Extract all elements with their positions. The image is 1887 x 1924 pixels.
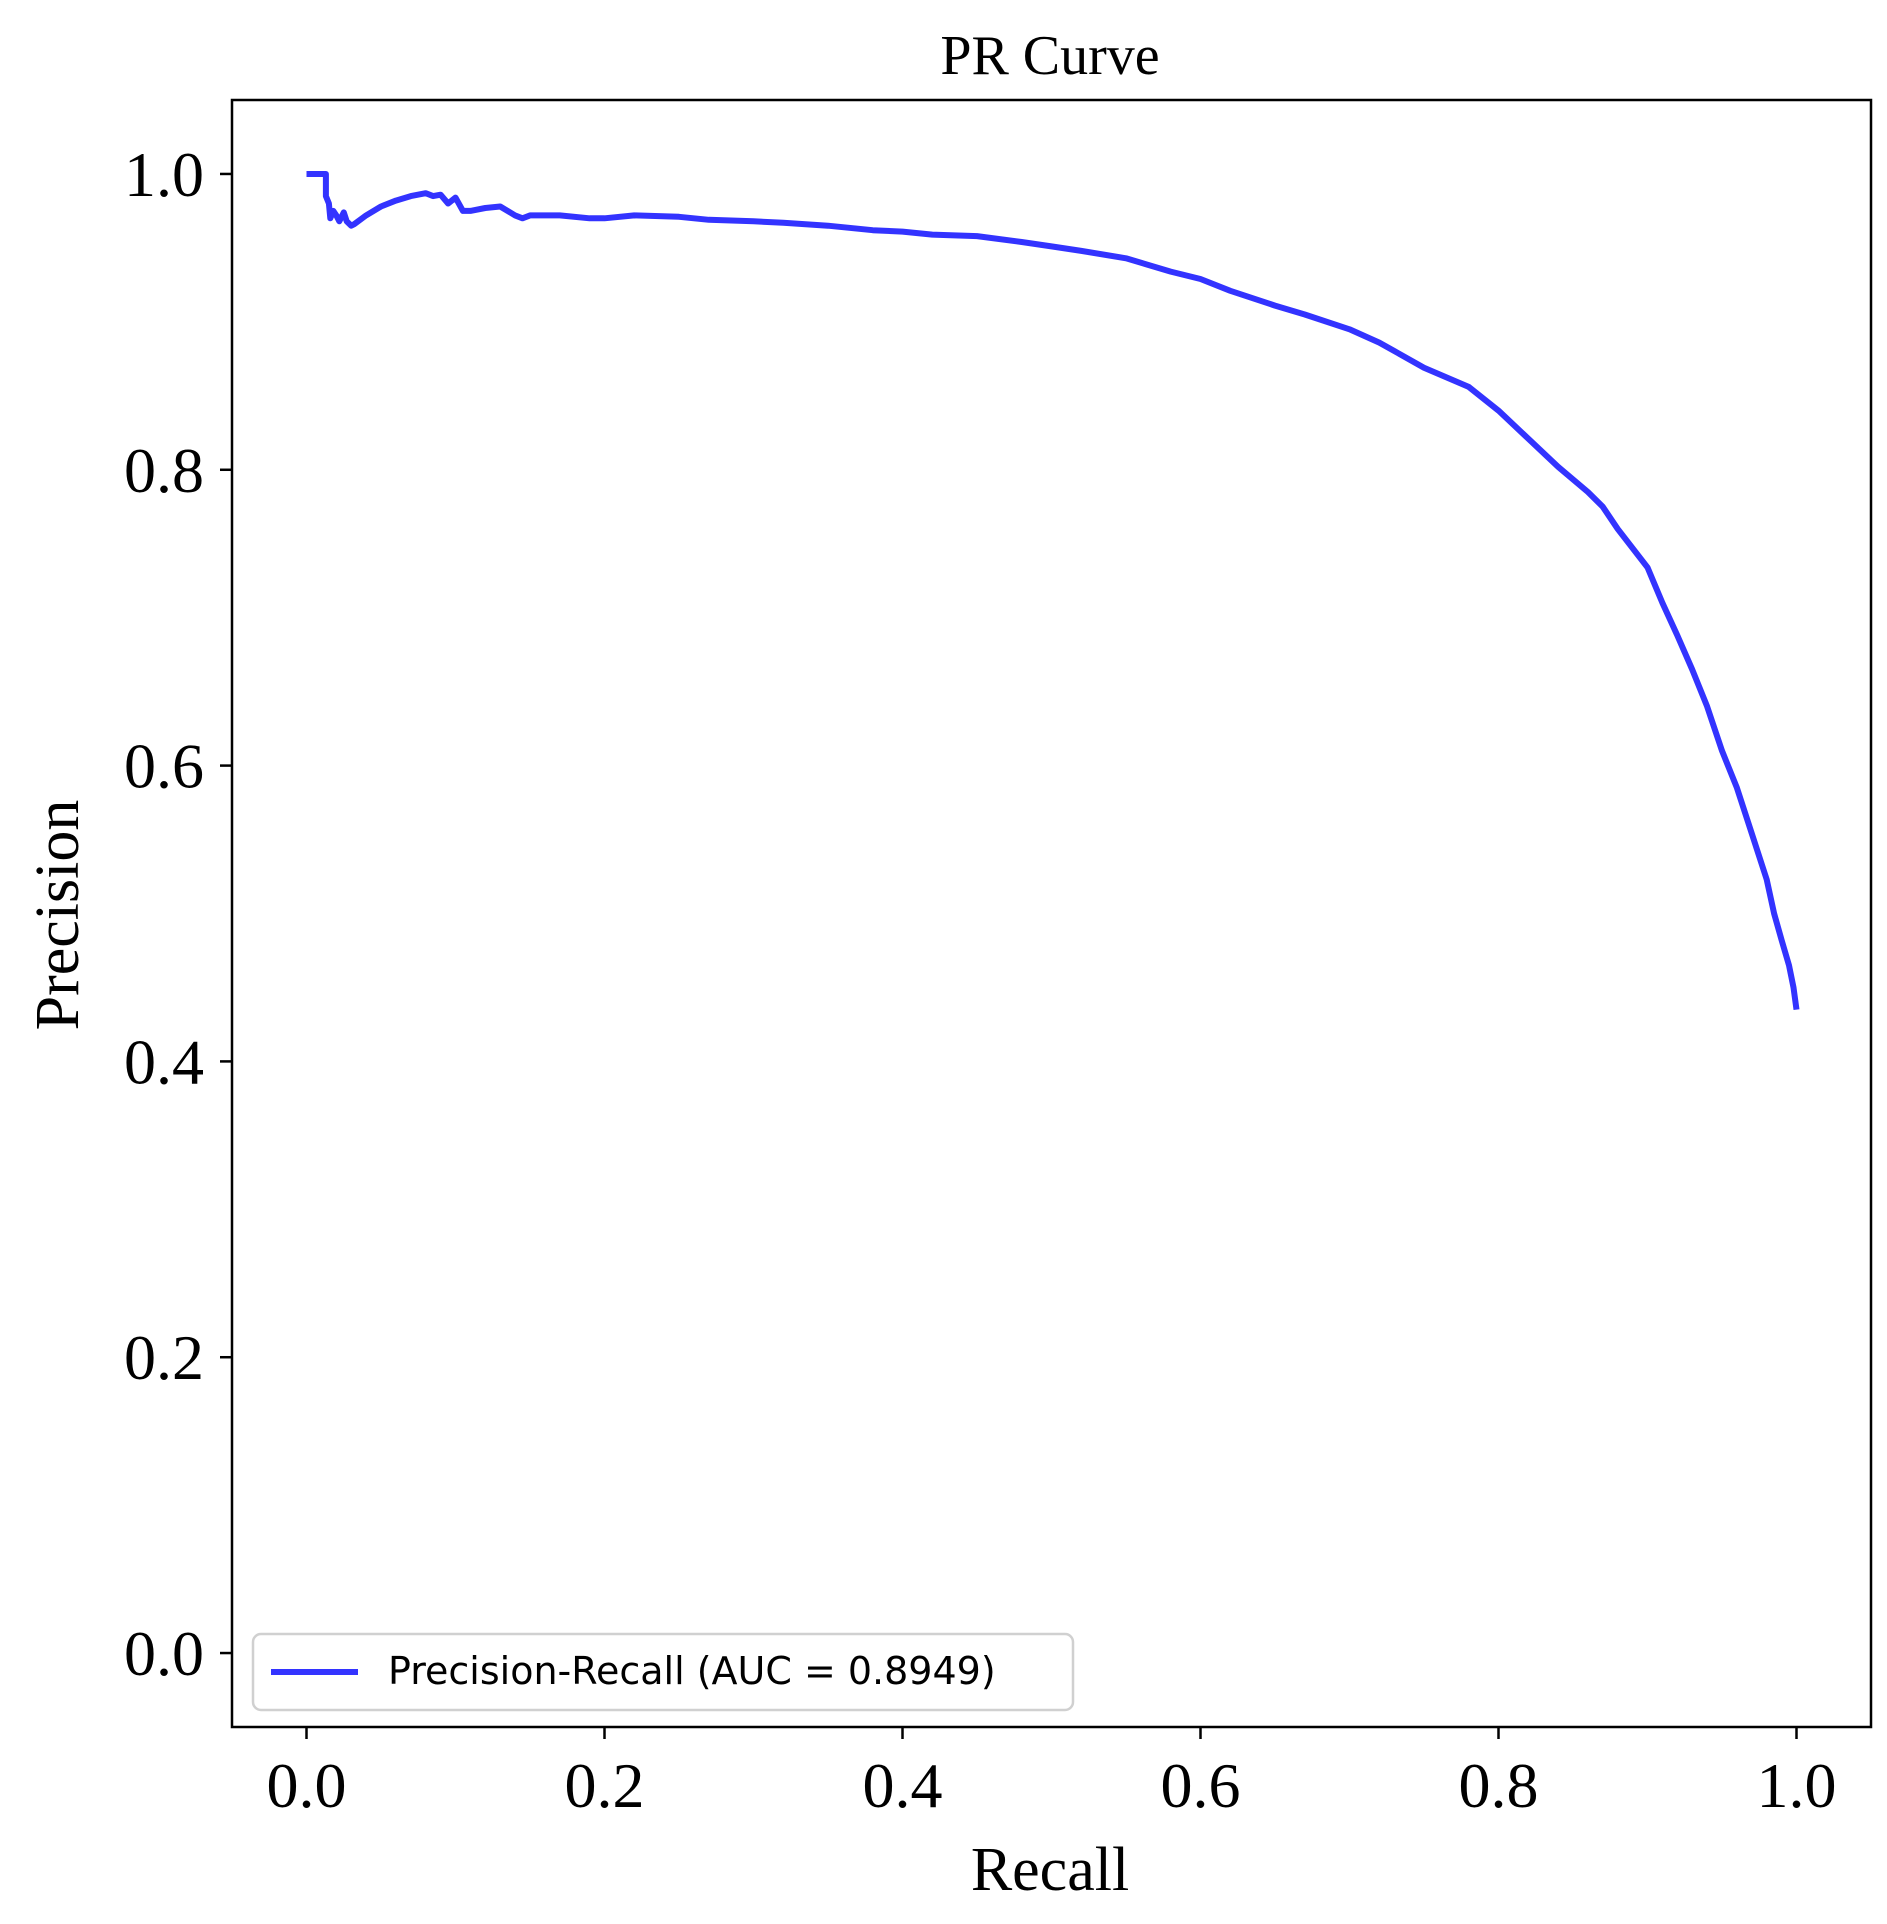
x-axis-label: Recall: [971, 1836, 1129, 1904]
y-tick-label: 0.4: [124, 1026, 204, 1097]
y-axis-ticks: 0.0 0.2 0.4 0.6 0.8 1.0: [124, 139, 232, 1689]
chart-title: PR Curve: [940, 25, 1159, 87]
x-tick-label: 0.0: [267, 1750, 347, 1821]
legend-box: [251, 1632, 1075, 1712]
x-tick-label: 0.8: [1459, 1750, 1539, 1821]
x-tick-label: 1.0: [1757, 1750, 1837, 1821]
plot-area-frame: [230, 98, 1873, 1729]
x-tick-label: 0.4: [863, 1750, 943, 1821]
x-tick-label: 0.2: [565, 1750, 645, 1821]
x-tick-label: 0.6: [1161, 1750, 1241, 1821]
y-tick-label: 0.6: [124, 731, 204, 802]
y-tick-label: 1.0: [124, 139, 204, 210]
y-tick-label: 0.2: [124, 1322, 204, 1393]
x-axis-ticks: 0.0 0.2 0.4 0.6 0.8 1.0: [267, 1727, 1837, 1821]
y-axis-label: Precision: [24, 800, 92, 1031]
precision-recall-line: [306, 171, 1800, 1011]
y-tick-label: 0.0: [124, 1618, 204, 1689]
legend: Precision-Recall (AUC = 0.8949): [251, 1632, 1075, 1712]
y-tick-label: 0.8: [124, 435, 204, 506]
legend-label: Precision-Recall (AUC = 0.8949): [388, 1649, 996, 1693]
